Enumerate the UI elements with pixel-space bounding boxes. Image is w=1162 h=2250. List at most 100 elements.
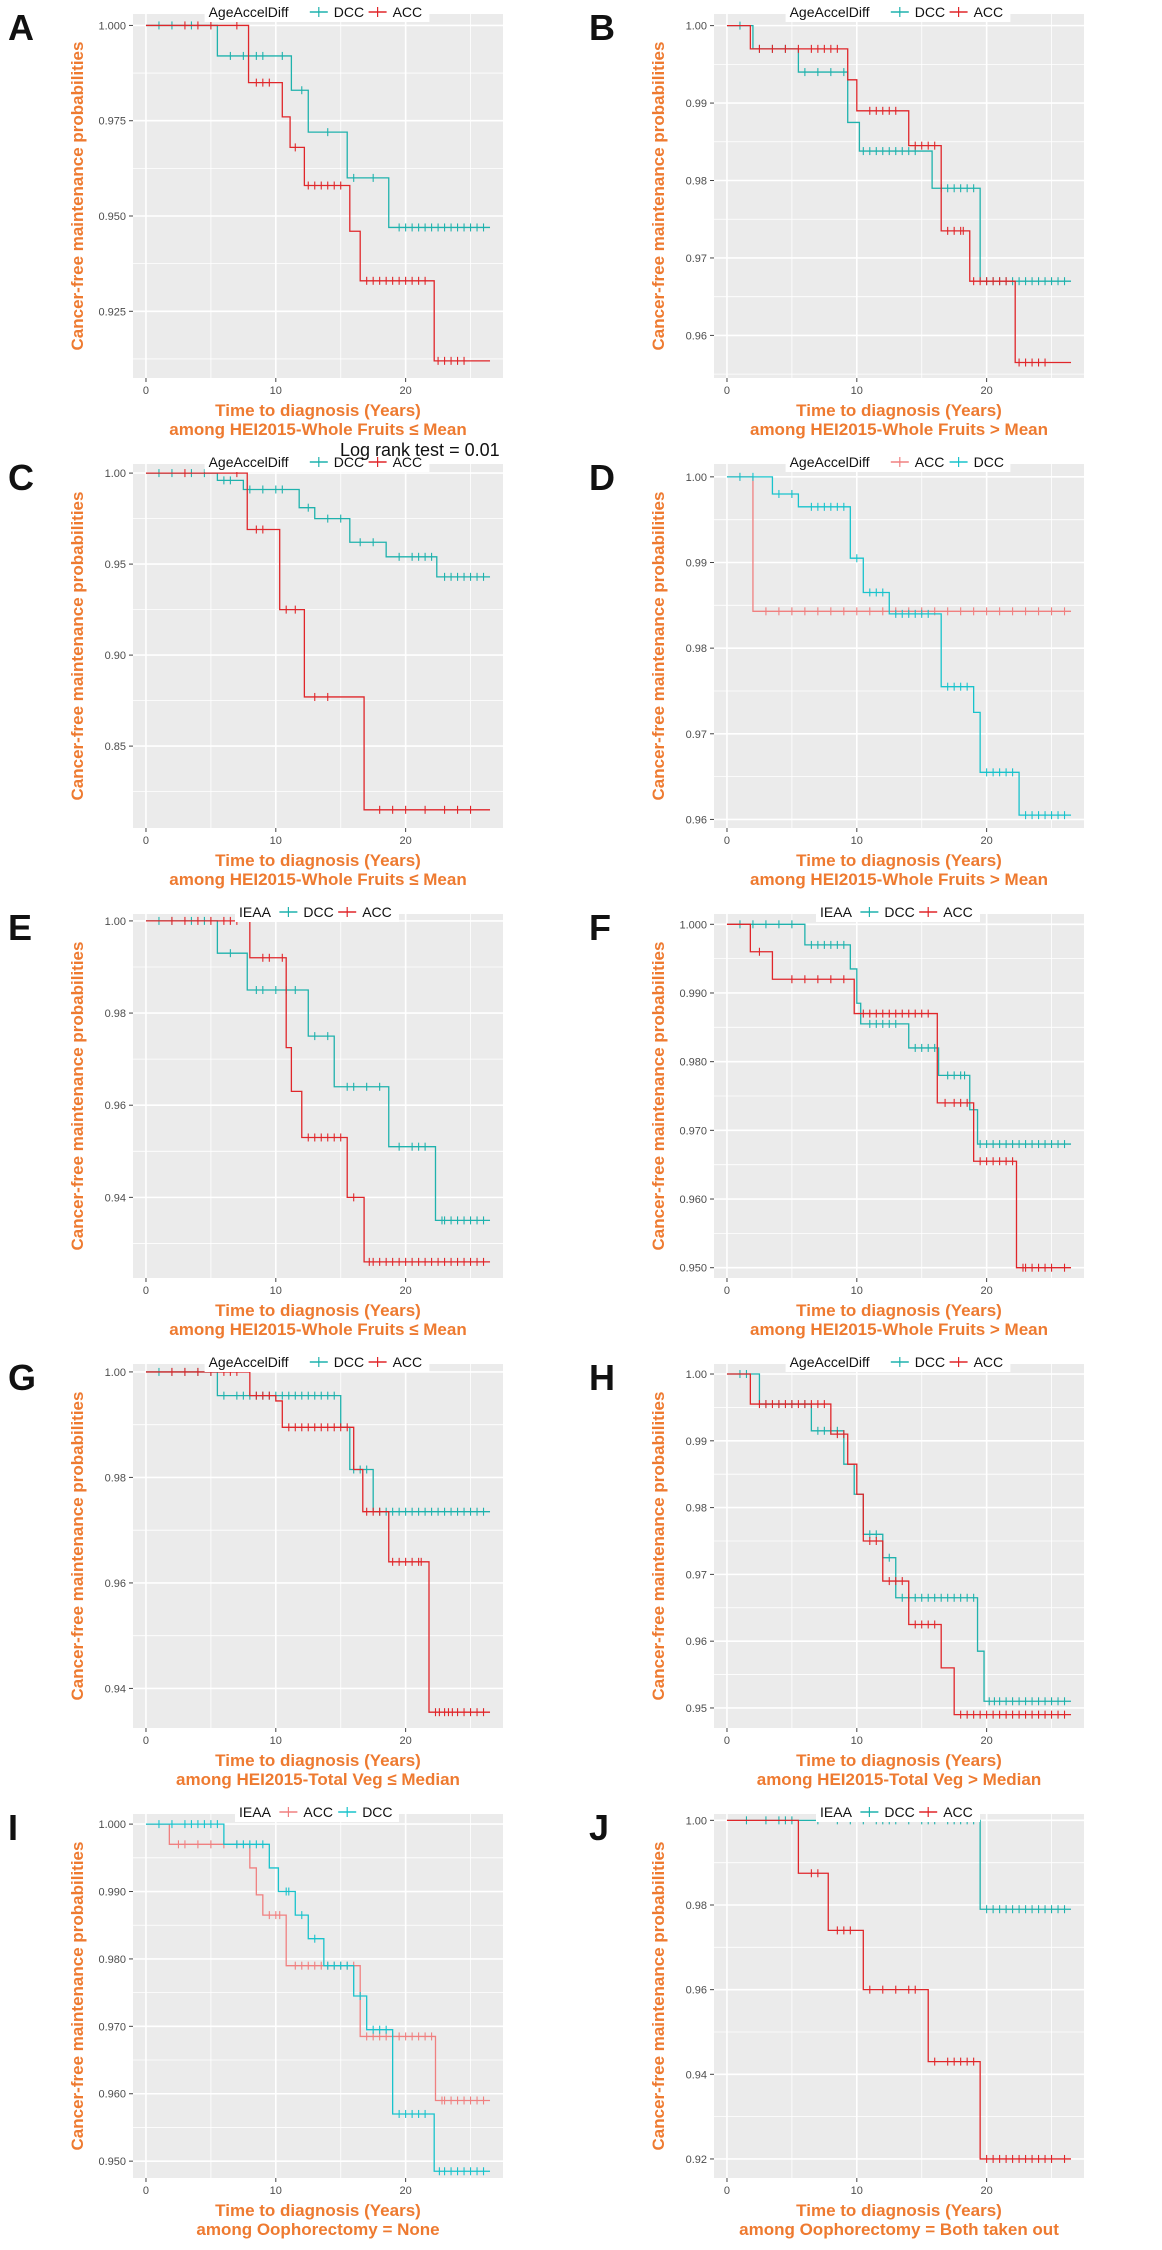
plot-background xyxy=(714,464,1084,828)
chart-subtitle: among HEI2015-Whole Fruits ≤ Mean xyxy=(169,420,466,439)
x-tick-label: 0 xyxy=(724,2185,730,2197)
legend-entry: DCC xyxy=(334,454,364,470)
legend-entry: ACC xyxy=(393,4,423,20)
legend-entry: ACC xyxy=(303,1804,333,1820)
x-axis-label: Time to diagnosis (Years) xyxy=(796,1301,1002,1320)
km-chart: 0 10 20 0.950 0.960 0.970 0.980 0.990 1.000 IEAA A… xyxy=(8,1802,503,2239)
legend-title: AgeAccelDiff xyxy=(790,4,870,20)
series-acc xyxy=(726,1819,1072,2163)
survival-curve xyxy=(145,24,491,229)
y-tick-label: 0.975 xyxy=(98,116,126,128)
panel-d: 0 10 20 0.96 0.97 0.98 0.99 1.00 AgeAccelDiff ACC… xyxy=(581,450,1162,900)
series-dcc xyxy=(145,916,491,1225)
legend-title: IEAA xyxy=(820,904,853,920)
legend-entry: ACC xyxy=(393,1354,423,1370)
x-axis-label: Time to diagnosis (Years) xyxy=(796,401,1002,420)
x-tick-label: 10 xyxy=(270,2185,282,2197)
y-axis-label: Cancer-free maintenance probabilities xyxy=(68,1842,87,2151)
series-dcc xyxy=(726,920,1072,1149)
legend-title: AgeAccelDiff xyxy=(790,454,870,470)
plot-background xyxy=(714,1814,1084,2178)
series-acc xyxy=(145,916,491,1266)
plot-background xyxy=(133,14,503,378)
y-tick-label: 0.990 xyxy=(679,988,707,1000)
y-axis-label: Cancer-free maintenance probabilities xyxy=(649,1392,668,1701)
series-acc xyxy=(145,1367,491,1717)
x-tick-label: 20 xyxy=(400,385,412,397)
x-axis-label: Time to diagnosis (Years) xyxy=(796,851,1002,870)
y-axis-label: Cancer-free maintenance probabilities xyxy=(68,1392,87,1701)
y-tick-label: 0.92 xyxy=(686,2154,707,2166)
legend-entry: ACC xyxy=(915,454,945,470)
y-tick-label: 0.99 xyxy=(686,1436,707,1448)
legend-title: AgeAccelDiff xyxy=(209,1354,289,1370)
panel-e: 0 10 20 0.94 0.96 0.98 1.00 IEAA DCC ACC Cancer-fr… xyxy=(0,900,581,1350)
series-acc xyxy=(726,1373,1072,1719)
panel-i: 0 10 20 0.950 0.960 0.970 0.980 0.990 1.000 IEAA A… xyxy=(0,1800,581,2250)
y-tick-label: 0.94 xyxy=(105,1192,126,1204)
legend-entry: DCC xyxy=(303,904,333,920)
legend: IEAA DCC ACC xyxy=(816,1802,980,1822)
survival-curve xyxy=(726,923,1072,1145)
legend: AgeAccelDiff DCC ACC xyxy=(785,2,1011,22)
legend: AgeAccelDiff DCC ACC xyxy=(204,452,430,472)
legend-title: AgeAccelDiff xyxy=(209,4,289,20)
survival-curve xyxy=(726,476,1072,816)
y-axis-label: Cancer-free maintenance probabilities xyxy=(649,42,668,351)
series-acc xyxy=(145,469,491,814)
legend-entry: ACC xyxy=(943,904,973,920)
x-axis-label: Time to diagnosis (Years) xyxy=(215,2201,421,2220)
x-tick-label: 0 xyxy=(724,1735,730,1747)
chart-subtitle: among HEI2015-Total Veg > Median xyxy=(757,1770,1042,1789)
chart-subtitle: among HEI2015-Whole Fruits > Mean xyxy=(750,870,1048,889)
x-axis-label: Time to diagnosis (Years) xyxy=(215,851,421,870)
chart-subtitle: among Oophorectomy = Both taken out xyxy=(739,2220,1059,2239)
plot-background xyxy=(133,1814,503,2178)
x-tick-label: 20 xyxy=(400,835,412,847)
legend-entry: ACC xyxy=(362,904,392,920)
x-tick-label: 0 xyxy=(143,835,149,847)
panel-letter: A xyxy=(8,7,34,48)
survival-curve xyxy=(145,472,491,811)
legend-background xyxy=(235,902,399,922)
km-chart: 0 10 20 0.94 0.96 0.98 1.00 AgeAccelDiff DCC ACC C… xyxy=(8,1352,503,1789)
y-axis-label: Cancer-free maintenance probabilities xyxy=(68,42,87,351)
x-tick-label: 10 xyxy=(270,1735,282,1747)
y-tick-label: 1.00 xyxy=(105,468,126,480)
series-dcc xyxy=(145,1820,491,2176)
y-tick-label: 0.96 xyxy=(686,330,707,342)
survival-curve xyxy=(726,1373,1072,1716)
x-tick-label: 0 xyxy=(143,2185,149,2197)
x-axis-label: Time to diagnosis (Years) xyxy=(796,2201,1002,2220)
panel-letter: E xyxy=(8,907,32,948)
y-tick-label: 0.98 xyxy=(686,1503,707,1515)
series-acc xyxy=(145,1823,491,2105)
legend: IEAA ACC DCC xyxy=(235,1802,399,1822)
legend-entry: DCC xyxy=(915,1354,945,1370)
x-tick-label: 0 xyxy=(143,385,149,397)
legend-entry: ACC xyxy=(943,1804,973,1820)
log-rank-note: Log rank test = 0.01 xyxy=(340,440,500,460)
panel-letter: F xyxy=(589,907,611,948)
y-tick-label: 0.990 xyxy=(98,1887,126,1899)
x-tick-label: 0 xyxy=(724,385,730,397)
x-tick-label: 10 xyxy=(851,385,863,397)
y-tick-label: 0.94 xyxy=(686,2069,707,2081)
survival-curve xyxy=(145,920,491,1263)
y-tick-label: 0.94 xyxy=(105,1683,126,1695)
legend-background xyxy=(816,1802,980,1822)
y-tick-label: 1.00 xyxy=(105,916,126,928)
legend-entry: ACC xyxy=(974,1354,1004,1370)
y-tick-label: 0.98 xyxy=(686,1900,707,1912)
chart-subtitle: among Oophorectomy = None xyxy=(196,2220,439,2239)
panel-a: 0 10 20 0.925 0.950 0.975 1.000 AgeAccelDiff DCC… xyxy=(0,0,581,450)
legend-entry: DCC xyxy=(915,4,945,20)
y-tick-label: 0.97 xyxy=(686,729,707,741)
panel-letter: B xyxy=(589,7,615,48)
x-tick-label: 10 xyxy=(851,1285,863,1297)
panel-letter: D xyxy=(589,457,615,498)
legend: IEAA DCC ACC xyxy=(235,902,399,922)
y-tick-label: 1.00 xyxy=(686,1369,707,1381)
panel-letter: H xyxy=(589,1357,615,1398)
survival-curve xyxy=(145,1823,491,2102)
